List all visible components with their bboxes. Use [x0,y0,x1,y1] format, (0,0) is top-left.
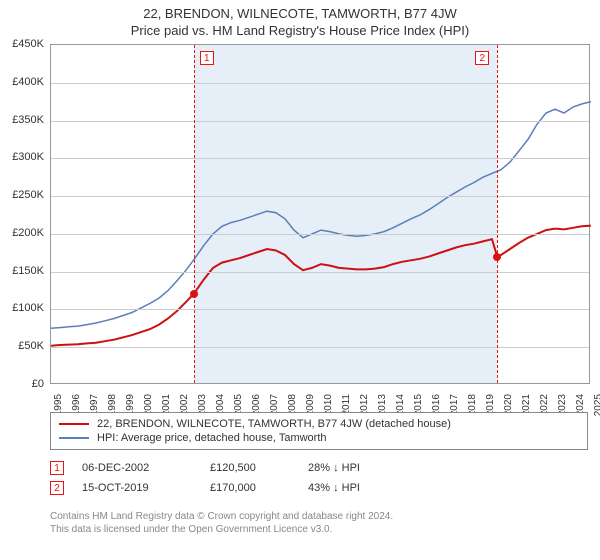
y-axis-label: £200K [12,227,44,239]
legend-label: 22, BRENDON, WILNECOTE, TAMWORTH, B77 4J… [97,418,451,430]
sale-diff: 43% ↓ HPI [308,482,408,494]
sale-row: 2 15-OCT-2019 £170,000 43% ↓ HPI [50,478,590,498]
sale-row-marker: 1 [50,461,64,475]
legend: 22, BRENDON, WILNECOTE, TAMWORTH, B77 4J… [50,412,588,450]
sale-diff: 28% ↓ HPI [308,462,408,474]
sale-price: £170,000 [210,482,290,494]
chart: 12 £0£50K£100K£150K£200K£250K£300K£350K£… [50,44,590,404]
y-axis-label: £0 [32,378,44,390]
gridline-h [51,234,589,235]
y-axis-label: £300K [12,151,44,163]
sales-table: 1 06-DEC-2002 £120,500 28% ↓ HPI 2 15-OCT-201… [50,458,590,498]
y-axis-label: £250K [12,189,44,201]
series-property [51,226,591,346]
gridline-h [51,196,589,197]
legend-item: HPI: Average price, detached house, Tamw… [59,431,579,445]
line-series-svg [51,45,591,385]
sale-date: 06-DEC-2002 [82,462,192,474]
y-axis-label: £450K [12,38,44,50]
footer: Contains HM Land Registry data © Crown c… [50,510,590,536]
sale-marker-dot [190,290,198,298]
footer-line1: Contains HM Land Registry data © Crown c… [50,510,590,523]
sale-marker-box: 1 [200,51,214,65]
chart-title: 22, BRENDON, WILNECOTE, TAMWORTH, B77 4J… [0,6,600,21]
legend-item: 22, BRENDON, WILNECOTE, TAMWORTH, B77 4J… [59,417,579,431]
legend-swatch [59,423,89,425]
legend-swatch [59,437,89,439]
gridline-h [51,83,589,84]
y-axis-label: £100K [12,302,44,314]
gridline-h [51,347,589,348]
sale-marker-line [194,45,195,383]
sale-date: 15-OCT-2019 [82,482,192,494]
legend-label: HPI: Average price, detached house, Tamw… [97,432,327,444]
sale-row-marker: 2 [50,481,64,495]
chart-subtitle: Price paid vs. HM Land Registry's House … [0,23,600,38]
plot-region: 12 [50,44,590,384]
sale-marker-line [497,45,498,383]
series-hpi [51,102,591,329]
gridline-h [51,272,589,273]
footer-line2: This data is licensed under the Open Gov… [50,523,590,536]
y-axis-label: £400K [12,76,44,88]
gridline-h [51,158,589,159]
gridline-h [51,121,589,122]
y-axis-label: £150K [12,265,44,277]
sale-marker-dot [493,253,501,261]
sale-price: £120,500 [210,462,290,474]
x-axis-label: 2025 [593,394,600,424]
y-axis-label: £50K [18,340,44,352]
gridline-h [51,309,589,310]
sale-row: 1 06-DEC-2002 £120,500 28% ↓ HPI [50,458,590,478]
sale-marker-box: 2 [475,51,489,65]
y-axis-label: £350K [12,114,44,126]
